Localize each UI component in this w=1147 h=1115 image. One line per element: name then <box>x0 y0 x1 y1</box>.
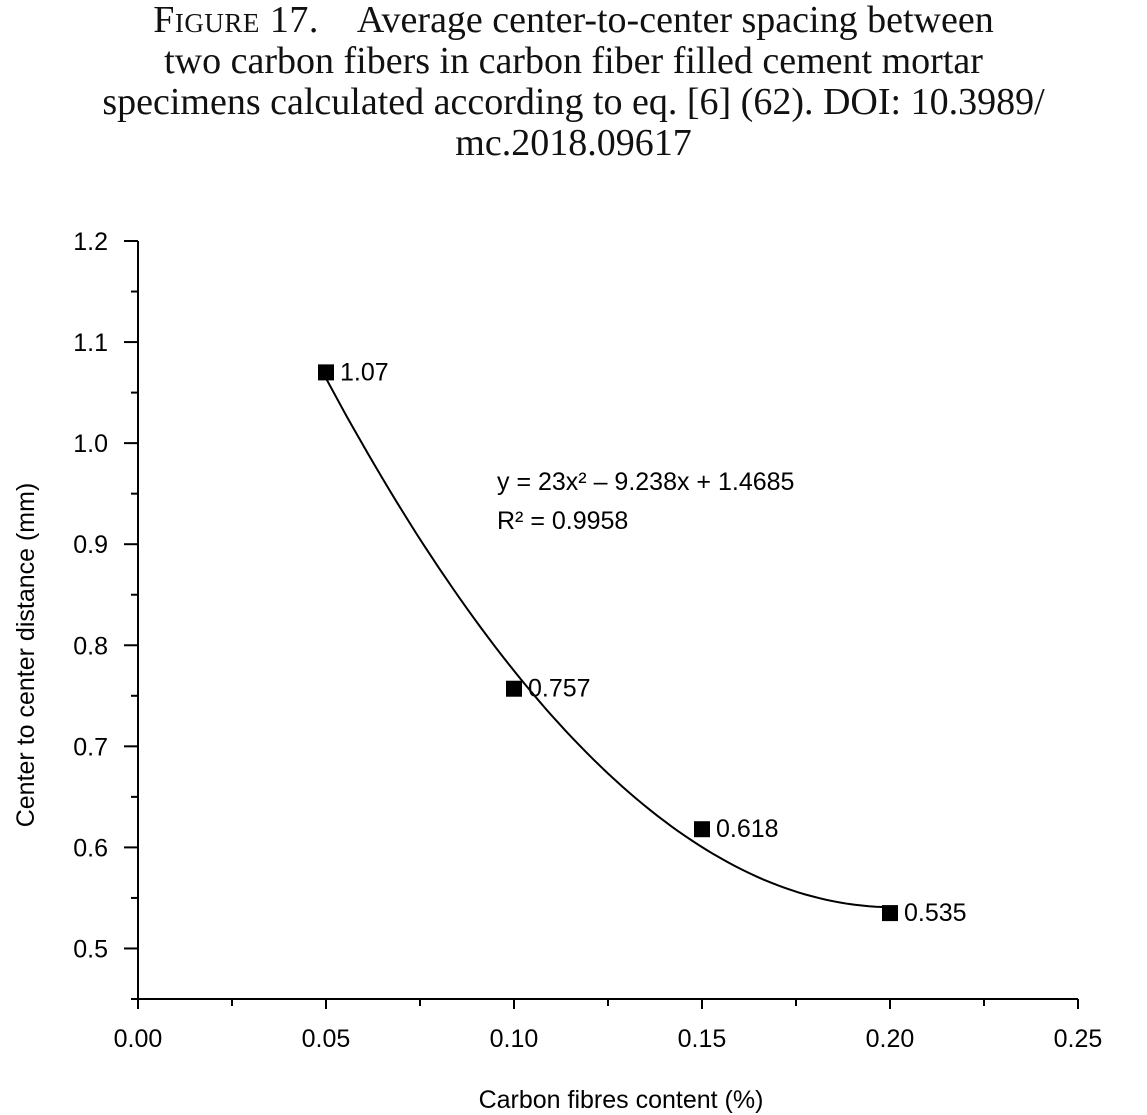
data-point-label: 0.535 <box>904 899 967 927</box>
x-tick-label: 0.05 <box>302 1025 351 1053</box>
y-tick-label: 0.7 <box>73 733 108 761</box>
trendline-r-squared: R² = 0.9958 <box>497 507 628 535</box>
y-tick-label: 1.2 <box>73 228 108 256</box>
x-axis-ticks: 0.00 0.05 0.10 0.15 0.20 0.25 <box>114 999 1103 1053</box>
y-tick-label: 0.8 <box>73 632 108 660</box>
y-axis-ticks: 0.5 0.6 0.7 0.8 0.9 1.0 1.1 1.2 <box>73 228 138 1000</box>
x-tick-label: 0.20 <box>866 1025 915 1053</box>
x-tick-label: 0.25 <box>1054 1025 1103 1053</box>
caption-line-1: Figure 17. Average center-to-center spac… <box>0 0 1147 41</box>
y-tick-label: 1.1 <box>73 329 108 357</box>
data-point-marker <box>506 680 522 697</box>
data-point-marker <box>882 905 898 922</box>
caption-line-3: specimens calculated according to eq. [6… <box>102 81 1045 123</box>
y-tick-label: 0.5 <box>73 935 108 963</box>
y-axis-label: Center to center distance (mm) <box>12 483 40 828</box>
caption-line-2: two carbon fibers in carbon fiber filled… <box>164 40 983 82</box>
y-tick-label: 0.9 <box>73 531 108 559</box>
x-tick-label: 0.00 <box>114 1025 163 1053</box>
data-labels: 1.07 0.757 0.618 0.535 <box>340 358 967 927</box>
x-tick-label: 0.15 <box>678 1025 727 1053</box>
data-point-label: 0.618 <box>716 815 779 843</box>
figure-caption: Figure 17. Average center-to-center spac… <box>0 0 1147 164</box>
figure-label: Figure 17. <box>153 0 319 41</box>
trendline-equation: y = 23x² – 9.238x + 1.4685 <box>497 468 794 496</box>
caption-line-4: mc.2018.09617 <box>455 122 692 164</box>
x-tick-label: 0.10 <box>490 1025 539 1053</box>
data-point-marker <box>694 821 710 838</box>
y-tick-label: 1.0 <box>73 430 108 458</box>
trendline-curve <box>325 377 891 909</box>
data-point-marker <box>318 364 334 381</box>
y-tick-label: 0.6 <box>73 834 108 862</box>
data-point-label: 0.757 <box>528 675 591 703</box>
data-points <box>318 364 898 922</box>
chart-axes <box>137 241 1078 1000</box>
x-axis-label: Carbon fibres content (%) <box>479 1086 764 1114</box>
data-point-label: 1.07 <box>340 358 389 386</box>
caption-text-1: Average center-to-center spacing between <box>356 0 994 41</box>
